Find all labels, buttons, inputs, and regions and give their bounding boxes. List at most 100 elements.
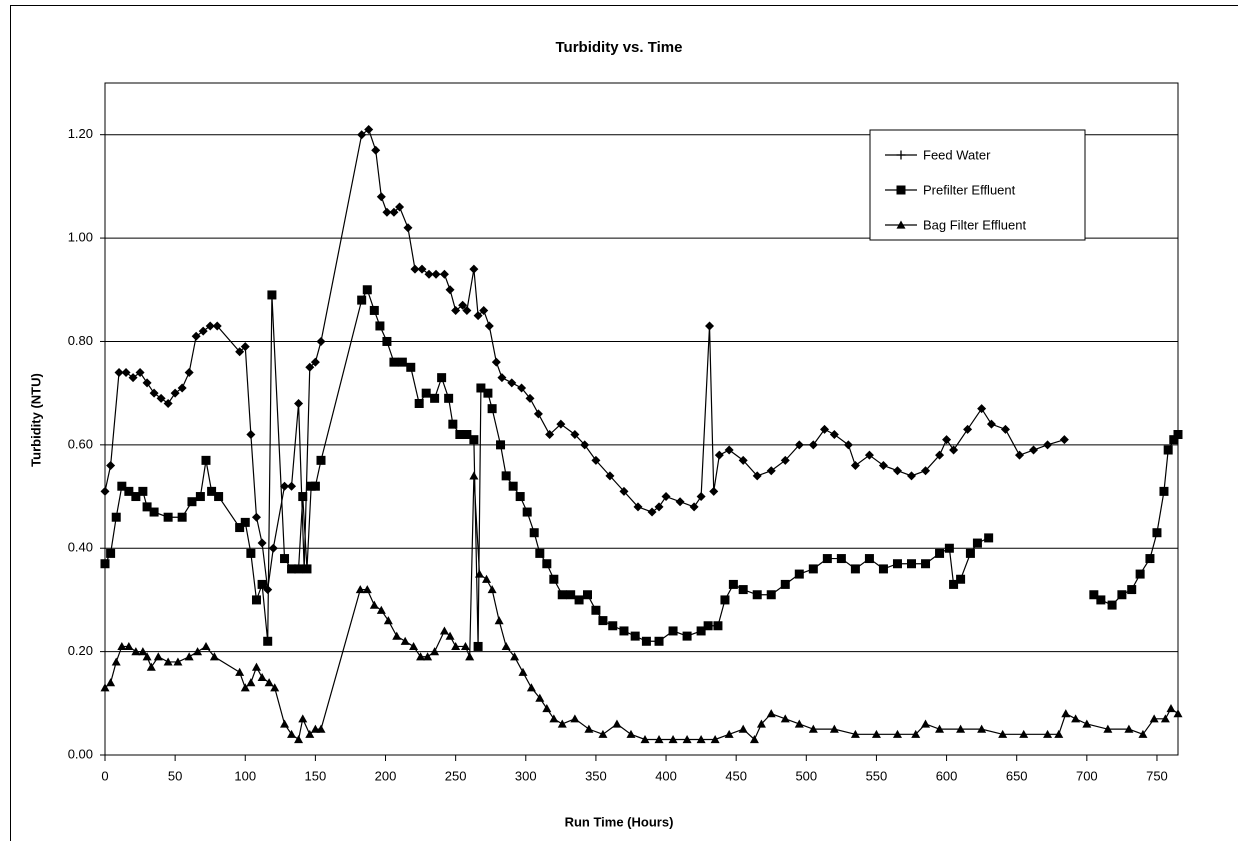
marker — [984, 533, 994, 543]
marker — [198, 326, 208, 336]
marker — [515, 492, 525, 502]
marker — [382, 336, 392, 346]
chart-title: Turbidity vs. Time — [556, 39, 683, 56]
marker — [756, 719, 766, 728]
x-tick-label: 100 — [234, 768, 256, 783]
marker — [153, 652, 163, 661]
marker — [956, 574, 966, 584]
marker — [668, 626, 678, 636]
marker — [780, 455, 790, 465]
marker — [892, 559, 902, 569]
marker — [921, 719, 931, 728]
marker — [682, 631, 692, 641]
marker — [972, 538, 982, 548]
marker — [1169, 435, 1179, 445]
marker — [808, 440, 818, 450]
marker — [1135, 569, 1145, 579]
marker — [582, 590, 592, 600]
marker — [533, 409, 543, 419]
marker — [184, 652, 194, 661]
marker — [1173, 430, 1183, 440]
marker — [1000, 424, 1010, 434]
marker — [430, 647, 440, 656]
marker — [986, 419, 996, 429]
marker — [794, 569, 804, 579]
marker — [117, 641, 127, 651]
marker — [892, 466, 902, 476]
marker — [305, 729, 315, 738]
series-line — [104, 288, 1179, 647]
marker — [287, 729, 297, 738]
marker — [542, 703, 552, 713]
marker — [508, 481, 518, 491]
marker — [501, 471, 511, 481]
marker — [1059, 435, 1069, 445]
x-tick-label: 350 — [585, 768, 607, 783]
marker — [395, 202, 405, 212]
marker — [1054, 729, 1064, 738]
marker — [641, 636, 651, 646]
marker — [542, 559, 552, 569]
marker — [570, 714, 580, 723]
marker — [1071, 714, 1081, 723]
x-tick-label: 750 — [1146, 768, 1168, 783]
marker — [738, 455, 748, 465]
marker — [1029, 445, 1039, 455]
marker — [257, 579, 267, 589]
marker — [605, 471, 615, 481]
marker — [469, 264, 479, 274]
marker — [1166, 703, 1176, 713]
marker — [142, 502, 152, 512]
marker — [445, 285, 455, 295]
marker — [487, 585, 497, 594]
marker — [195, 492, 205, 502]
marker — [240, 342, 250, 352]
marker — [298, 714, 308, 723]
marker — [1061, 709, 1071, 718]
x-tick-label: 0 — [101, 768, 108, 783]
marker — [1043, 440, 1053, 450]
y-tick-label: 0.20 — [68, 643, 93, 658]
marker — [191, 331, 201, 341]
marker — [1117, 590, 1127, 600]
marker — [383, 616, 393, 625]
marker — [193, 647, 203, 656]
marker — [201, 455, 211, 465]
y-tick-label: 0.00 — [68, 746, 93, 761]
marker — [549, 574, 559, 584]
marker — [921, 559, 931, 569]
marker — [484, 321, 494, 331]
marker — [507, 378, 517, 388]
marker — [149, 388, 159, 398]
marker — [235, 523, 245, 533]
marker — [369, 305, 379, 315]
marker — [522, 507, 532, 517]
marker — [598, 729, 608, 738]
marker — [850, 564, 860, 574]
marker — [878, 461, 888, 471]
marker — [612, 719, 622, 728]
marker — [257, 538, 267, 548]
marker — [106, 461, 116, 471]
marker — [482, 574, 492, 583]
x-tick-label: 450 — [725, 768, 747, 783]
marker — [1149, 714, 1159, 723]
marker — [720, 595, 730, 605]
marker — [214, 492, 224, 502]
marker — [138, 647, 148, 656]
marker — [709, 486, 719, 496]
marker — [264, 678, 274, 687]
marker — [1138, 729, 1148, 738]
marker — [1043, 729, 1053, 738]
marker — [100, 486, 110, 496]
marker — [896, 150, 906, 160]
marker — [417, 264, 427, 274]
marker — [647, 507, 657, 517]
marker — [1015, 450, 1025, 460]
x-axis-label: Run Time (Hours) — [565, 814, 674, 829]
marker — [173, 657, 183, 666]
marker — [675, 497, 685, 507]
marker — [963, 424, 973, 434]
series-line — [104, 475, 1179, 741]
